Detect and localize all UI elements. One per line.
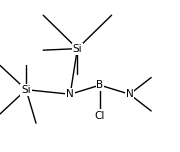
Text: Si: Si <box>21 85 31 95</box>
Text: Si: Si <box>73 44 82 54</box>
Text: N: N <box>66 89 74 99</box>
Text: N: N <box>126 89 134 99</box>
Text: Cl: Cl <box>95 111 105 121</box>
Text: B: B <box>96 80 104 90</box>
